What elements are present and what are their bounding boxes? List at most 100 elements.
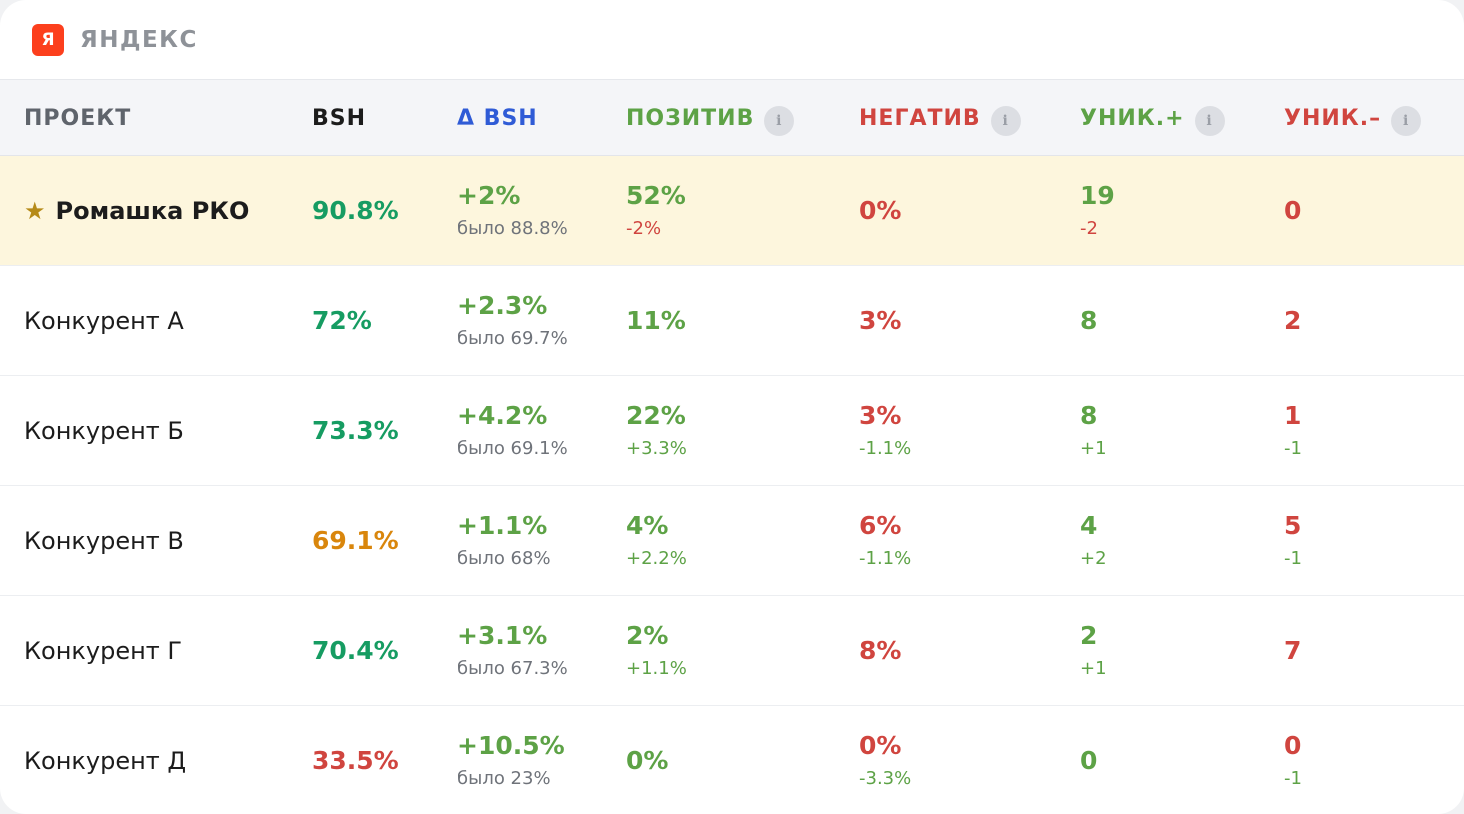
unique-positive-delta: +2 (1080, 548, 1107, 569)
unique-positive-delta: +1 (1080, 438, 1107, 459)
negative-cell: 3% -1.1% (859, 376, 911, 486)
header-bsh-label: BSH (312, 105, 367, 131)
delta-bsh-cell: +2% было 88.8% (457, 156, 568, 266)
table-row[interactable]: Конкурент Б 73.3% +4.2% было 69.1% 22% +3.3% 3… (0, 376, 1464, 486)
delta-bsh-cell: +2.3% было 69.7% (457, 266, 568, 376)
negative-info-icon[interactable]: i (990, 106, 1021, 136)
table-row[interactable]: ★ Ромашка РКО 90.8% +2% было 88.8% 52% -2% 0% 19… (0, 156, 1464, 266)
unique-positive-value: 4 (1080, 511, 1098, 540)
table-row[interactable]: Конкурент Г 70.4% +3.1% было 67.3% 2% +1.1% 8%… (0, 596, 1464, 706)
positive-info-icon[interactable]: i (764, 106, 795, 136)
header-positive[interactable]: ПОЗИТИВ i (626, 80, 795, 156)
negative-delta: -3.3% (859, 768, 912, 789)
unique-negative-delta: -1 (1284, 438, 1302, 459)
positive-delta: +2.2% (626, 548, 687, 569)
previous-bsh-value: было 68% (457, 548, 551, 569)
unique-negative-cell: 5 -1 (1284, 486, 1302, 596)
unique-positive-cell: 19 -2 (1080, 156, 1115, 266)
unique-negative-value: 0 (1284, 196, 1302, 225)
unique-negative-value: 7 (1284, 636, 1302, 665)
unique-negative-cell: 7 (1284, 596, 1301, 706)
project-cell: Конкурент Б (24, 376, 184, 486)
unique-positive-value: 8 (1080, 401, 1098, 430)
unique-positive-value: 8 (1080, 306, 1098, 335)
project-name: Конкурент В (24, 527, 184, 555)
table-row[interactable]: Конкурент Д 33.5% +10.5% было 23% 0% 0% -3.3% 0… (0, 706, 1464, 814)
header-project[interactable]: ПРОЕКТ (24, 80, 131, 156)
unique-negative-cell: 0 -1 (1284, 706, 1302, 814)
positive-cell: 4% +2.2% (626, 486, 687, 596)
project-name-label: Конкурент А (24, 307, 184, 335)
positive-value: 0% (626, 746, 669, 775)
negative-value: 0% (859, 196, 902, 225)
previous-bsh-value: было 69.1% (457, 438, 568, 459)
bsh-value: 73.3% (312, 416, 399, 445)
header-bsh[interactable]: BSH (312, 80, 366, 156)
header-unique-positive[interactable]: УНИК.+ i (1080, 80, 1225, 156)
positive-cell: 22% +3.3% (626, 376, 687, 486)
project-name-label: Ромашка РКО (55, 197, 250, 225)
previous-bsh-value: было 88.8% (457, 218, 568, 239)
table-header: ПРОЕКТ BSH Δ BSH ПОЗИТИВ i НЕГАТИВ i УНИ… (0, 80, 1464, 156)
delta-bsh-value: +2.3% (457, 291, 548, 320)
negative-value: 3% (859, 306, 902, 335)
negative-value: 8% (859, 636, 902, 665)
project-name: ★ Ромашка РКО (24, 197, 249, 225)
negative-delta: -1.1% (859, 438, 912, 459)
unique-positive-cell: 8 +1 (1080, 376, 1107, 486)
bsh-value: 90.8% (312, 196, 399, 225)
positive-cell: 11% (626, 266, 686, 376)
project-cell: ★ Ромашка РКО (24, 156, 249, 266)
project-name-label: Конкурент Д (24, 747, 187, 775)
unique-negative-cell: 1 -1 (1284, 376, 1302, 486)
positive-delta: -2% (626, 218, 662, 239)
previous-bsh-value: было 67.3% (457, 658, 568, 679)
positive-value: 4% (626, 511, 669, 540)
positive-cell: 0% (626, 706, 668, 814)
unique-positive-cell: 8 (1080, 266, 1097, 376)
header-unique-negative[interactable]: УНИК.– i (1284, 80, 1422, 156)
project-name-label: Конкурент Г (24, 637, 183, 665)
bsh-cell: 33.5% (312, 706, 399, 814)
unique-negative-value: 1 (1284, 401, 1302, 430)
negative-delta: -1.1% (859, 548, 912, 569)
delta-bsh-value: +2% (457, 181, 521, 210)
positive-value: 11% (626, 306, 686, 335)
table-row[interactable]: Конкурент А 72% +2.3% было 69.7% 11% 3% 8 2 (0, 266, 1464, 376)
delta-bsh-value: +1.1% (457, 511, 548, 540)
positive-delta: +1.1% (626, 658, 687, 679)
card-header: Я ЯНДЕКС (0, 0, 1464, 80)
bsh-cell: 72% (312, 266, 372, 376)
project-name-label: Конкурент Б (24, 417, 184, 445)
positive-value: 52% (626, 181, 686, 210)
negative-cell: 8% (859, 596, 901, 706)
project-cell: Конкурент А (24, 266, 184, 376)
project-cell: Конкурент Г (24, 596, 182, 706)
unique-positive-delta: +1 (1080, 658, 1107, 679)
header-positive-label: ПОЗИТИВ (626, 105, 755, 131)
negative-cell: 0% (859, 156, 901, 266)
bsh-cell: 73.3% (312, 376, 399, 486)
header-unique-negative-label: УНИК.– (1284, 105, 1382, 131)
positive-cell: 2% +1.1% (626, 596, 687, 706)
negative-value: 0% (859, 731, 902, 760)
bsh-value: 72% (312, 306, 372, 335)
unique-negative-value: 0 (1284, 731, 1302, 760)
project-name-label: Конкурент В (24, 527, 184, 555)
unique-negative-value: 5 (1284, 511, 1302, 540)
positive-delta: +3.3% (626, 438, 687, 459)
unique-positive-info-icon[interactable]: i (1194, 106, 1225, 136)
project-cell: Конкурент В (24, 486, 184, 596)
negative-cell: 6% -1.1% (859, 486, 911, 596)
delta-bsh-value: +4.2% (457, 401, 548, 430)
project-name: Конкурент А (24, 307, 184, 335)
bsh-cell: 90.8% (312, 156, 399, 266)
negative-cell: 3% (859, 266, 901, 376)
positive-value: 2% (626, 621, 669, 650)
header-negative[interactable]: НЕГАТИВ i (859, 80, 1021, 156)
positive-cell: 52% -2% (626, 156, 686, 266)
header-delta-bsh[interactable]: Δ BSH (457, 80, 538, 156)
table-row[interactable]: Конкурент В 69.1% +1.1% было 68% 4% +2.2% 6% -1… (0, 486, 1464, 596)
unique-negative-info-icon[interactable]: i (1391, 106, 1422, 136)
